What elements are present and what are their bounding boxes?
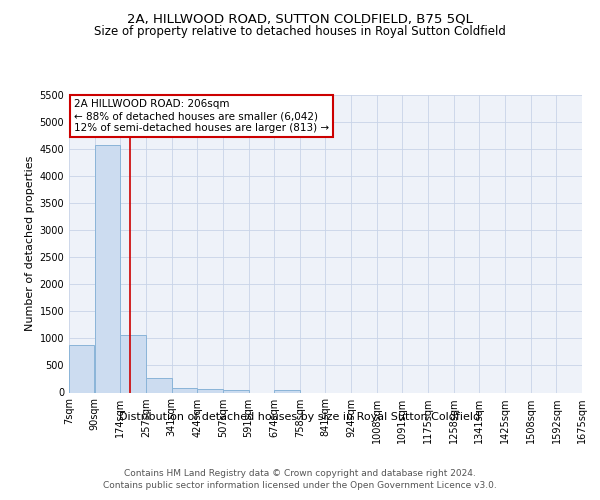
- Bar: [172, 388, 197, 392]
- Text: 2A, HILLWOOD ROAD, SUTTON COLDFIELD, B75 5QL: 2A, HILLWOOD ROAD, SUTTON COLDFIELD, B75…: [127, 12, 473, 26]
- Bar: [69, 346, 94, 393]
- Text: Contains public sector information licensed under the Open Government Licence v3: Contains public sector information licen…: [103, 481, 497, 490]
- Y-axis label: Number of detached properties: Number of detached properties: [25, 156, 35, 332]
- Bar: [95, 146, 120, 392]
- Text: Size of property relative to detached houses in Royal Sutton Coldfield: Size of property relative to detached ho…: [94, 25, 506, 38]
- Text: Contains HM Land Registry data © Crown copyright and database right 2024.: Contains HM Land Registry data © Crown c…: [124, 469, 476, 478]
- Bar: [121, 335, 146, 392]
- Bar: [146, 378, 172, 392]
- Bar: [223, 390, 248, 392]
- Text: Distribution of detached houses by size in Royal Sutton Coldfield: Distribution of detached houses by size …: [119, 412, 481, 422]
- Bar: [274, 390, 300, 392]
- Text: 2A HILLWOOD ROAD: 206sqm
← 88% of detached houses are smaller (6,042)
12% of sem: 2A HILLWOOD ROAD: 206sqm ← 88% of detach…: [74, 100, 329, 132]
- Bar: [197, 389, 223, 392]
